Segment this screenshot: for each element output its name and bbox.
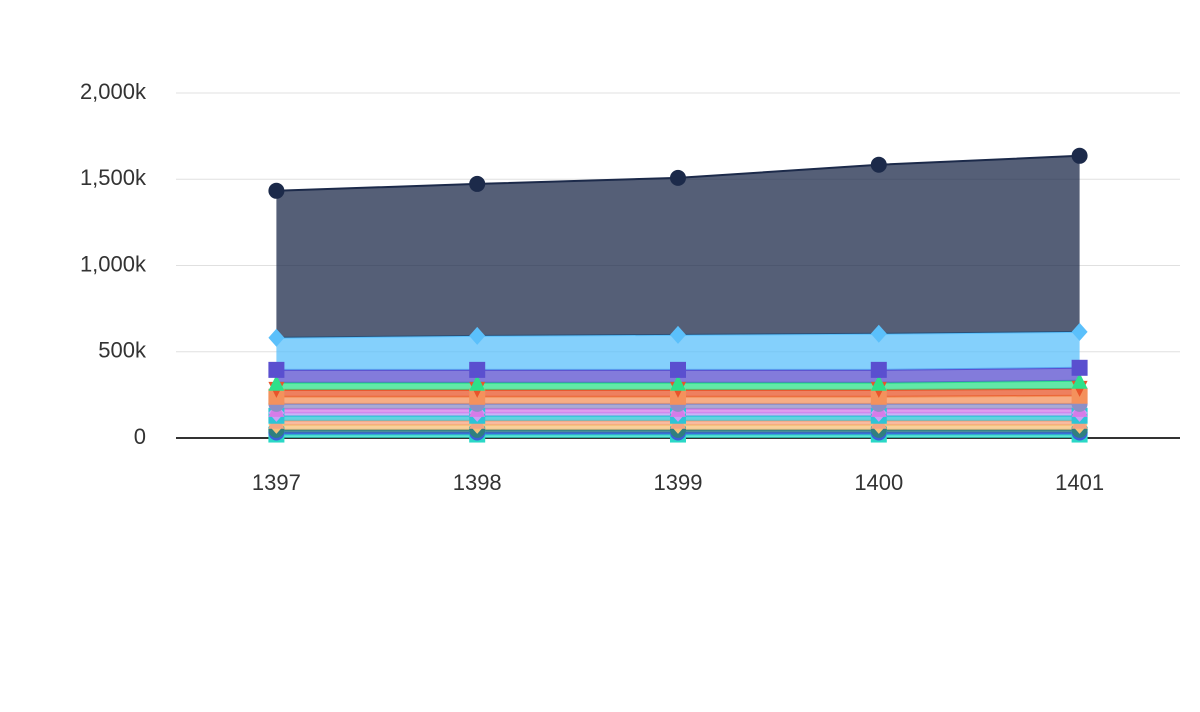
y-tick-label: 500k	[98, 338, 147, 363]
marker	[870, 324, 887, 343]
x-tick-label: 1400	[854, 470, 903, 495]
marker	[469, 361, 486, 378]
x-tick-label: 1398	[453, 470, 502, 495]
x-tick-label: 1397	[252, 470, 301, 495]
y-tick-label: 2,000k	[80, 79, 147, 104]
marker	[670, 325, 686, 344]
marker	[870, 361, 887, 378]
marker	[268, 328, 285, 347]
marker	[1071, 147, 1088, 164]
marker	[670, 169, 686, 186]
x-tick-label: 1399	[654, 470, 703, 495]
marker	[469, 175, 486, 192]
marker	[670, 374, 686, 391]
marker	[469, 326, 486, 345]
marker	[1071, 372, 1088, 389]
marker	[268, 182, 285, 199]
y-tick-label: 1,500k	[80, 165, 147, 190]
marker	[469, 374, 486, 391]
area	[276, 155, 1080, 338]
marker	[870, 374, 887, 391]
x-tick-label: 1401	[1055, 470, 1104, 495]
marker	[268, 374, 285, 391]
marker	[1071, 359, 1088, 376]
marker	[268, 361, 285, 378]
marker	[1071, 322, 1088, 341]
y-tick-label: 1,000k	[80, 251, 147, 276]
marker	[870, 156, 887, 173]
y-tick-label: 0	[134, 424, 146, 449]
marker	[670, 361, 686, 378]
